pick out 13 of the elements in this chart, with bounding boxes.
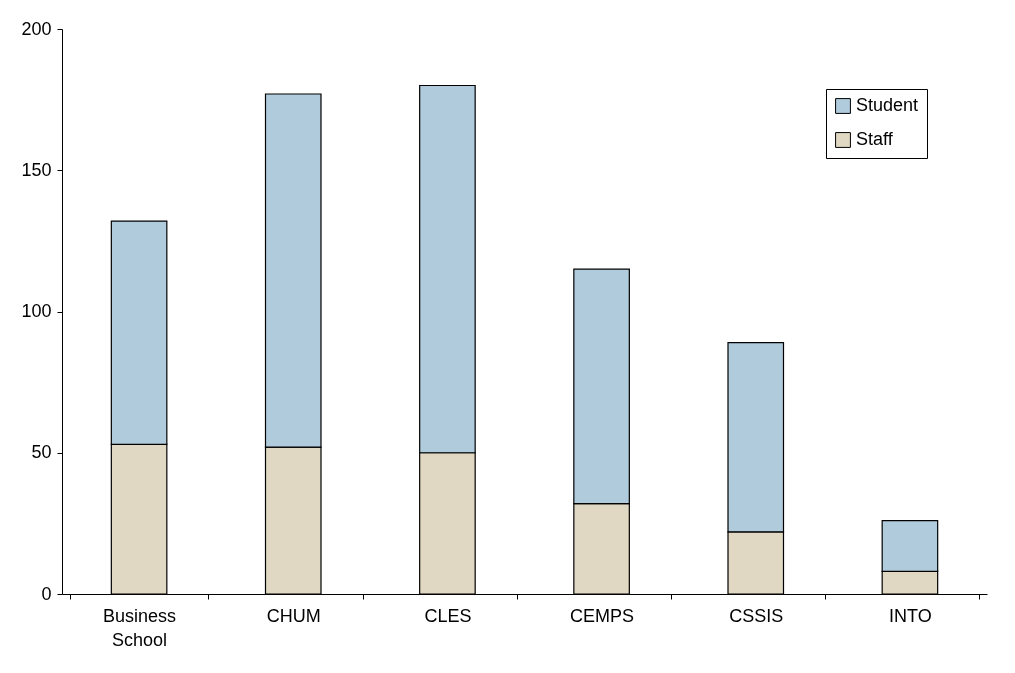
y-tick-label: 0 [41,583,52,604]
x-tick-label: INTO [889,605,932,626]
x-tick-label: CSSIS [729,605,784,626]
x-tick-label: CEMPS [570,605,635,626]
y-tick-label: 150 [21,159,52,180]
legend-label: Student [856,95,919,115]
y-tick-label: 200 [21,18,52,39]
y-tick-label: 100 [21,301,52,321]
legend-label: Staff [856,129,894,149]
x-tick-label: CHUM [266,605,321,626]
x-tick-label: CLES [424,605,472,626]
x-tick-label: Business School [103,605,177,650]
y-tick-label: 50 [31,442,52,463]
